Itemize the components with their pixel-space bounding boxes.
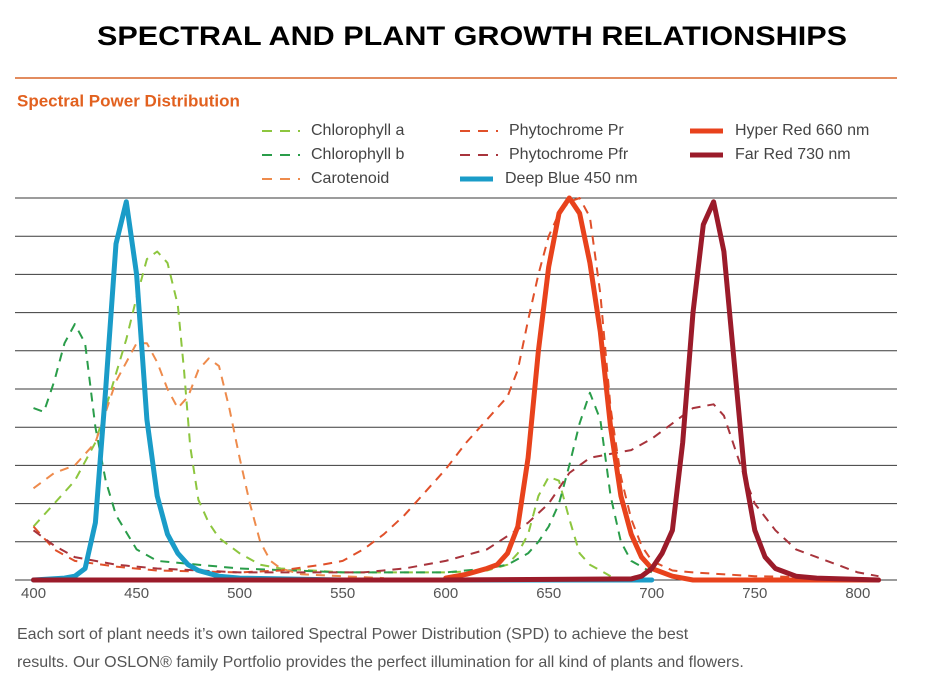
- legend-label: Phytochrome Pr: [509, 122, 624, 139]
- chart-title: SPECTRAL AND PLANT GROWTH RELATIONSHIPS: [97, 21, 847, 51]
- legend-label: Far Red 730 nm: [735, 146, 851, 163]
- x-tick-label: 750: [742, 585, 767, 602]
- x-tick-label: 450: [124, 585, 149, 602]
- caption-line: results. Our OSLON® family Portfolio pro…: [17, 654, 744, 671]
- series-line: [31, 199, 881, 583]
- legend-label: Carotenoid: [311, 170, 389, 187]
- x-tick-label: 500: [227, 585, 252, 602]
- legend-label: Phytochrome Pfr: [509, 146, 629, 163]
- x-tick-label: 800: [845, 585, 870, 602]
- x-tick-label: 550: [330, 585, 355, 602]
- x-tick-label: 700: [639, 585, 664, 602]
- x-tick-label: 600: [433, 585, 458, 602]
- legend-label: Chlorophyll a: [311, 122, 404, 139]
- legend-label: Chlorophyll b: [311, 146, 404, 163]
- series-line: [32, 403, 879, 578]
- legend-label: Hyper Red 660 nm: [735, 122, 869, 139]
- x-tick-label: 650: [536, 585, 561, 602]
- chart-subtitle: Spectral Power Distribution: [17, 91, 240, 110]
- series-line: [32, 342, 384, 580]
- series-line: [31, 199, 655, 583]
- x-tick-label: 400: [21, 585, 46, 602]
- series-line: [443, 195, 881, 583]
- series-line: [33, 323, 653, 574]
- series-line: [32, 197, 879, 580]
- legend-label: Deep Blue 450 nm: [505, 170, 638, 187]
- series-line: [32, 250, 612, 578]
- caption-line: Each sort of plant needs it’s own tailor…: [17, 626, 689, 643]
